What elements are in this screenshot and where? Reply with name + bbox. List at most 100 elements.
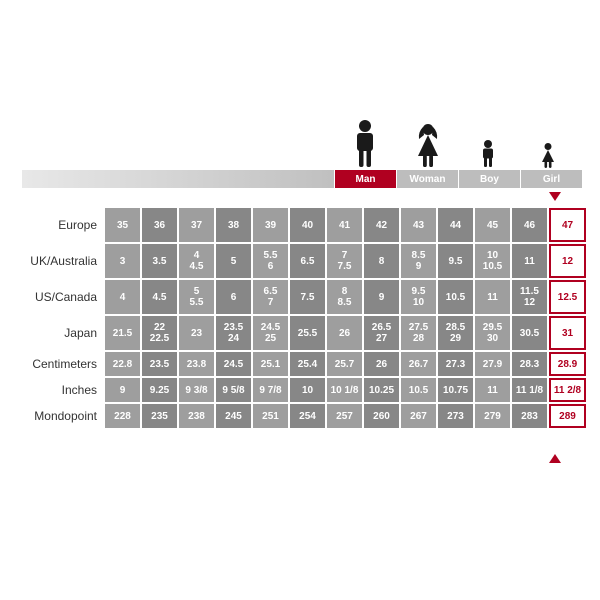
cell: 23.8 bbox=[179, 352, 214, 376]
cell: 238 bbox=[179, 404, 214, 428]
cell: 228 bbox=[105, 404, 140, 428]
cell: 23.524 bbox=[216, 316, 251, 350]
cell: 35 bbox=[105, 208, 140, 242]
cell: 9.25 bbox=[142, 378, 177, 402]
cell: 1010.5 bbox=[475, 244, 510, 278]
cell: 3 bbox=[105, 244, 140, 278]
cell: 254 bbox=[290, 404, 325, 428]
cell: 22.8 bbox=[105, 352, 140, 376]
cell: 25.4 bbox=[290, 352, 325, 376]
cell: 2222.5 bbox=[142, 316, 177, 350]
size-table: Europe35363738394041424344454647UK/Austr… bbox=[16, 206, 588, 430]
cell: 77.5 bbox=[327, 244, 362, 278]
tab-man[interactable]: Man bbox=[334, 170, 396, 188]
cell: 27.3 bbox=[438, 352, 473, 376]
cell: 25.1 bbox=[253, 352, 288, 376]
size-chart-page: Man Woman Boy Girl Europe353637383940414… bbox=[0, 0, 600, 600]
cell-highlight: 12.5 bbox=[549, 280, 586, 314]
cell: 55.5 bbox=[179, 280, 214, 314]
cell: 267 bbox=[401, 404, 436, 428]
cell: 4 bbox=[105, 280, 140, 314]
cell: 27.528 bbox=[401, 316, 436, 350]
row-label: Japan bbox=[18, 316, 103, 350]
cell: 26.527 bbox=[364, 316, 399, 350]
cell: 5 bbox=[216, 244, 251, 278]
cell: 25.5 bbox=[290, 316, 325, 350]
cell: 10.25 bbox=[364, 378, 399, 402]
tab-boy[interactable]: Boy bbox=[458, 170, 520, 188]
row-label: Inches bbox=[18, 378, 103, 402]
cell: 46 bbox=[512, 208, 547, 242]
tab-woman[interactable]: Woman bbox=[396, 170, 458, 188]
icon-woman bbox=[415, 124, 441, 168]
cell: 23.5 bbox=[142, 352, 177, 376]
row-label: Mondopoint bbox=[18, 404, 103, 428]
cell: 3.5 bbox=[142, 244, 177, 278]
icon-boy bbox=[480, 140, 496, 168]
cell: 27.9 bbox=[475, 352, 510, 376]
cell: 9.510 bbox=[401, 280, 436, 314]
cell: 260 bbox=[364, 404, 399, 428]
cell: 38 bbox=[216, 208, 251, 242]
cell: 235 bbox=[142, 404, 177, 428]
cell: 24.5 bbox=[216, 352, 251, 376]
cell: 257 bbox=[327, 404, 362, 428]
cell: 279 bbox=[475, 404, 510, 428]
cell: 10 bbox=[290, 378, 325, 402]
cell: 10.5 bbox=[401, 378, 436, 402]
highlight-marker-top bbox=[549, 192, 561, 201]
cell: 9 5/8 bbox=[216, 378, 251, 402]
cell: 36 bbox=[142, 208, 177, 242]
cell-highlight: 31 bbox=[549, 316, 586, 350]
cell: 28.3 bbox=[512, 352, 547, 376]
cell: 42 bbox=[364, 208, 399, 242]
cell: 8 bbox=[364, 244, 399, 278]
cell-highlight: 289 bbox=[549, 404, 586, 428]
cell: 25.7 bbox=[327, 352, 362, 376]
cell: 11 bbox=[475, 378, 510, 402]
cell: 44.5 bbox=[179, 244, 214, 278]
cell: 273 bbox=[438, 404, 473, 428]
cell-highlight: 12 bbox=[549, 244, 586, 278]
cell: 6.5 bbox=[290, 244, 325, 278]
cell: 9 bbox=[364, 280, 399, 314]
cell-highlight: 11 2/8 bbox=[549, 378, 586, 402]
cell: 11 bbox=[475, 280, 510, 314]
cell-highlight: 47 bbox=[549, 208, 586, 242]
cell: 11 1/8 bbox=[512, 378, 547, 402]
cell: 5.56 bbox=[253, 244, 288, 278]
cell: 283 bbox=[512, 404, 547, 428]
cell: 6.57 bbox=[253, 280, 288, 314]
highlight-marker-bottom bbox=[549, 454, 561, 463]
cell: 44 bbox=[438, 208, 473, 242]
cell: 29.530 bbox=[475, 316, 510, 350]
cell: 40 bbox=[290, 208, 325, 242]
cell: 10 1/8 bbox=[327, 378, 362, 402]
icon-girl bbox=[540, 143, 556, 169]
cell: 39 bbox=[253, 208, 288, 242]
cell-highlight: 28.9 bbox=[549, 352, 586, 376]
cell: 251 bbox=[253, 404, 288, 428]
cell: 10.5 bbox=[438, 280, 473, 314]
cell: 37 bbox=[179, 208, 214, 242]
row-label: Centimeters bbox=[18, 352, 103, 376]
cell: 245 bbox=[216, 404, 251, 428]
cell: 88.5 bbox=[327, 280, 362, 314]
cell: 24.525 bbox=[253, 316, 288, 350]
cell: 28.529 bbox=[438, 316, 473, 350]
tab-girl[interactable]: Girl bbox=[520, 170, 582, 188]
cell: 23 bbox=[179, 316, 214, 350]
cell: 45 bbox=[475, 208, 510, 242]
cell: 7.5 bbox=[290, 280, 325, 314]
cell: 4.5 bbox=[142, 280, 177, 314]
cell: 43 bbox=[401, 208, 436, 242]
cell: 21.5 bbox=[105, 316, 140, 350]
cell: 11.512 bbox=[512, 280, 547, 314]
cell: 30.5 bbox=[512, 316, 547, 350]
row-label: US/Canada bbox=[18, 280, 103, 314]
cell: 26 bbox=[327, 316, 362, 350]
cell: 26 bbox=[364, 352, 399, 376]
cell: 11 bbox=[512, 244, 547, 278]
row-label: UK/Australia bbox=[18, 244, 103, 278]
cell: 8.59 bbox=[401, 244, 436, 278]
